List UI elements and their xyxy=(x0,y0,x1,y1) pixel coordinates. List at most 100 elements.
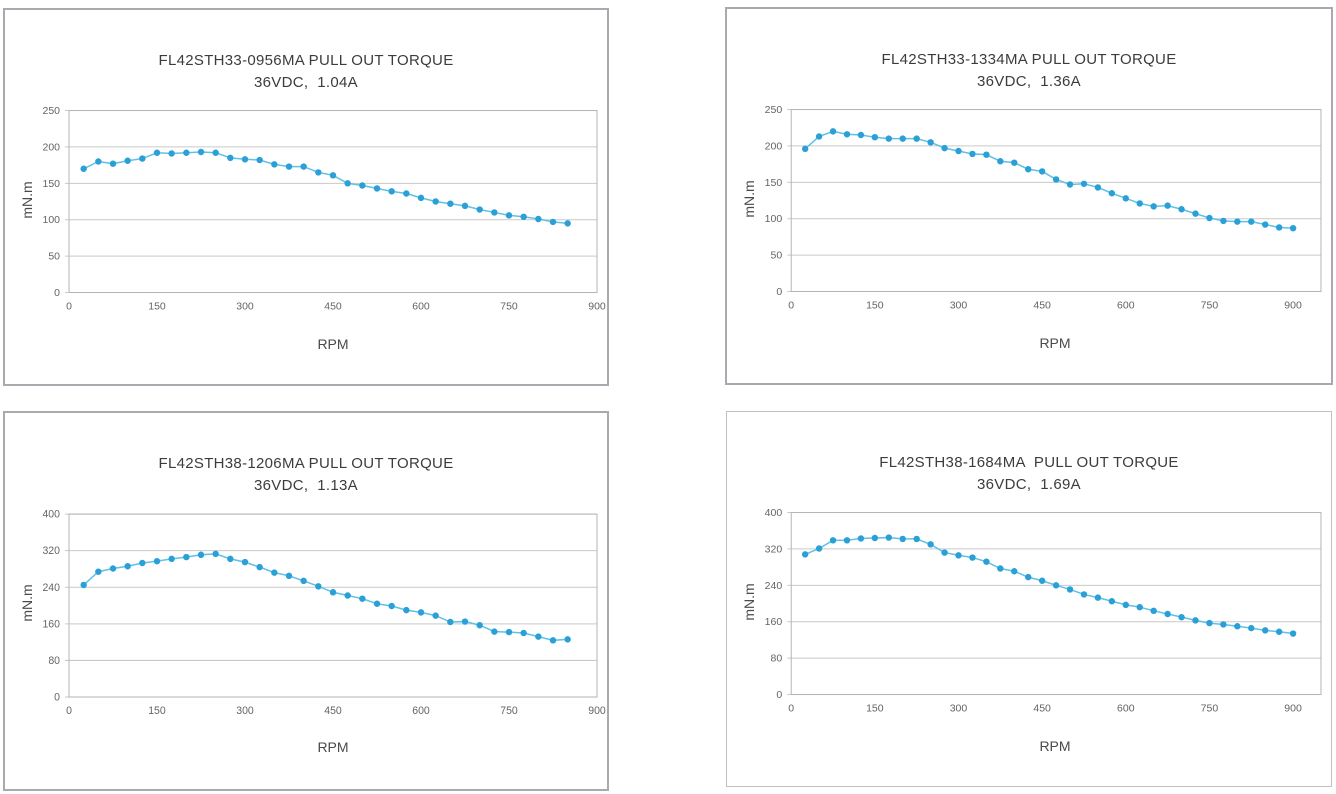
data-point xyxy=(183,149,190,156)
x-axis-label: RPM xyxy=(317,336,349,352)
data-point xyxy=(520,629,527,637)
data-point xyxy=(168,150,175,157)
data-point xyxy=(843,131,851,138)
x-tick-label: 750 xyxy=(500,301,518,313)
data-point xyxy=(913,135,920,142)
data-point xyxy=(417,609,425,616)
y-tick-label: 160 xyxy=(42,618,60,630)
data-point xyxy=(168,555,175,563)
data-point xyxy=(139,559,146,567)
x-tick-label: 750 xyxy=(1201,300,1219,312)
data-point xyxy=(403,190,410,197)
data-point xyxy=(885,135,893,142)
chart-subtitle: 36VDC, 1.04A xyxy=(254,74,358,91)
data-point xyxy=(1038,168,1046,175)
data-point xyxy=(1164,202,1171,209)
data-point xyxy=(983,151,990,158)
data-point xyxy=(1206,619,1213,627)
data-point xyxy=(1024,166,1032,173)
data-point xyxy=(1024,573,1032,581)
data-point xyxy=(1094,184,1102,191)
plot-border xyxy=(68,110,598,294)
y-tick-label: 0 xyxy=(54,692,60,704)
data-point xyxy=(1108,190,1116,197)
y-tick-label: 0 xyxy=(54,287,60,299)
data-point xyxy=(1220,621,1227,628)
y-tick-label: 0 xyxy=(776,689,782,701)
data-point xyxy=(1080,180,1088,187)
data-point xyxy=(109,160,117,167)
data-point xyxy=(285,163,293,170)
x-tick-label: 0 xyxy=(66,705,72,717)
data-point xyxy=(227,555,234,563)
data-point xyxy=(969,150,976,158)
x-tick-label: 0 xyxy=(66,301,72,313)
x-tick-label: 900 xyxy=(1284,703,1302,715)
plot-border xyxy=(68,513,598,698)
x-tick-label: 0 xyxy=(788,300,794,312)
x-tick-label: 900 xyxy=(588,301,606,313)
data-point xyxy=(1080,591,1088,598)
data-point xyxy=(124,562,131,570)
x-tick-label: 150 xyxy=(866,300,884,312)
data-point xyxy=(857,535,865,542)
data-point xyxy=(899,135,906,142)
x-tick-label: 450 xyxy=(1033,703,1051,715)
x-tick-label: 900 xyxy=(588,705,606,717)
data-point xyxy=(1178,206,1185,213)
chart-panel-fl42sth38-1206ma: 0 80 160 240 320 400 0 150 300 450 600 750 900 FL42S… xyxy=(3,411,609,791)
data-point xyxy=(1192,210,1199,217)
y-axis-label: mN.m xyxy=(19,181,35,219)
x-tick-label: 900 xyxy=(1284,300,1302,312)
data-point xyxy=(256,156,263,164)
data-point xyxy=(1122,195,1130,202)
chart-canvas: 0 50 100 150 200 250 0 150 300 450 600 750 900 xyxy=(765,104,1322,312)
data-point xyxy=(927,139,934,146)
data-point xyxy=(1011,159,1018,166)
data-point xyxy=(829,128,837,135)
data-point xyxy=(1275,628,1283,635)
data-point xyxy=(1136,200,1143,207)
data-point xyxy=(1220,217,1227,225)
data-point xyxy=(983,558,990,565)
data-point xyxy=(344,180,351,187)
data-point xyxy=(941,549,948,556)
data-point xyxy=(1052,582,1060,589)
data-point xyxy=(373,600,381,607)
series-line xyxy=(83,151,568,225)
x-tick-label: 300 xyxy=(236,301,254,313)
data-point xyxy=(815,133,823,140)
chart-subtitle: 36VDC, 1.69A xyxy=(977,476,1081,493)
data-point xyxy=(535,633,542,640)
data-point xyxy=(491,209,498,216)
data-point xyxy=(197,551,205,559)
data-point xyxy=(227,154,234,162)
data-point xyxy=(153,557,161,565)
y-tick-label: 150 xyxy=(43,178,61,190)
data-point xyxy=(801,145,809,153)
chart-title: FL42STH38-1684MA PULL OUT TORQUE xyxy=(879,454,1179,471)
data-point xyxy=(95,158,102,165)
y-axis-label: mN.m xyxy=(741,583,757,621)
chart-canvas: 0 50 100 150 200 250 0 150 300 450 600 750 900 xyxy=(43,105,606,313)
chart-canvas: 0 80 160 240 320 400 0 150 300 450 600 750 900 xyxy=(42,509,606,718)
data-point xyxy=(1261,627,1269,634)
data-point xyxy=(153,149,161,156)
y-tick-label: 0 xyxy=(776,286,782,298)
chart-panel-fl42sth38-1684ma: 0 80 160 240 320 400 0 150 300 450 600 750 900 FL42S… xyxy=(726,411,1332,787)
y-tick-label: 80 xyxy=(770,653,782,665)
data-point xyxy=(285,572,293,580)
y-tick-label: 100 xyxy=(765,213,783,225)
data-point xyxy=(300,163,307,170)
data-point xyxy=(432,612,439,619)
data-point xyxy=(505,628,513,636)
data-point xyxy=(955,147,962,155)
data-point xyxy=(197,148,205,156)
data-point xyxy=(549,218,557,226)
y-axis-label: mN.m xyxy=(741,180,757,218)
data-point xyxy=(417,194,425,202)
chart-subtitle: 36VDC, 1.36A xyxy=(977,73,1081,90)
data-point xyxy=(1248,624,1255,632)
data-point xyxy=(997,565,1004,572)
y-tick-label: 250 xyxy=(765,104,783,116)
